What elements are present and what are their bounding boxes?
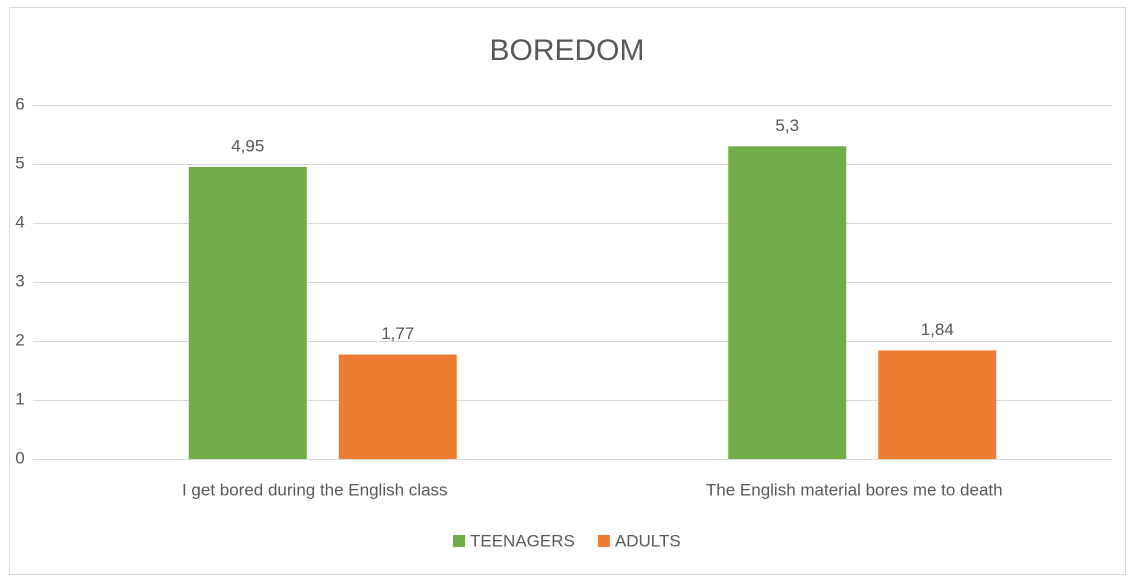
bar [878,350,997,459]
legend-label: TEENAGERS [470,531,575,550]
legend-swatch [597,535,610,547]
value-label: 1,77 [381,324,414,343]
y-tick-label: 0 [15,448,24,467]
y-tick-label: 2 [15,330,24,349]
x-tick-label: The English material bores me to death [706,480,1003,499]
x-tick-label: I get bored during the English class [182,480,448,499]
chart-title: BOREDOM [489,34,644,67]
y-tick-label: 3 [15,271,24,290]
bar [728,146,847,460]
y-tick-label: 1 [15,389,24,408]
legend-label: ADULTS [615,531,681,550]
value-label: 5,3 [775,116,799,135]
y-tick-label: 6 [15,94,24,113]
legend-swatch [453,535,465,547]
value-label: 4,95 [231,136,264,155]
bar [188,166,307,459]
value-label: 1,84 [921,320,954,339]
y-tick-label: 5 [15,153,24,172]
bar [338,354,457,459]
y-tick-label: 4 [15,212,24,231]
